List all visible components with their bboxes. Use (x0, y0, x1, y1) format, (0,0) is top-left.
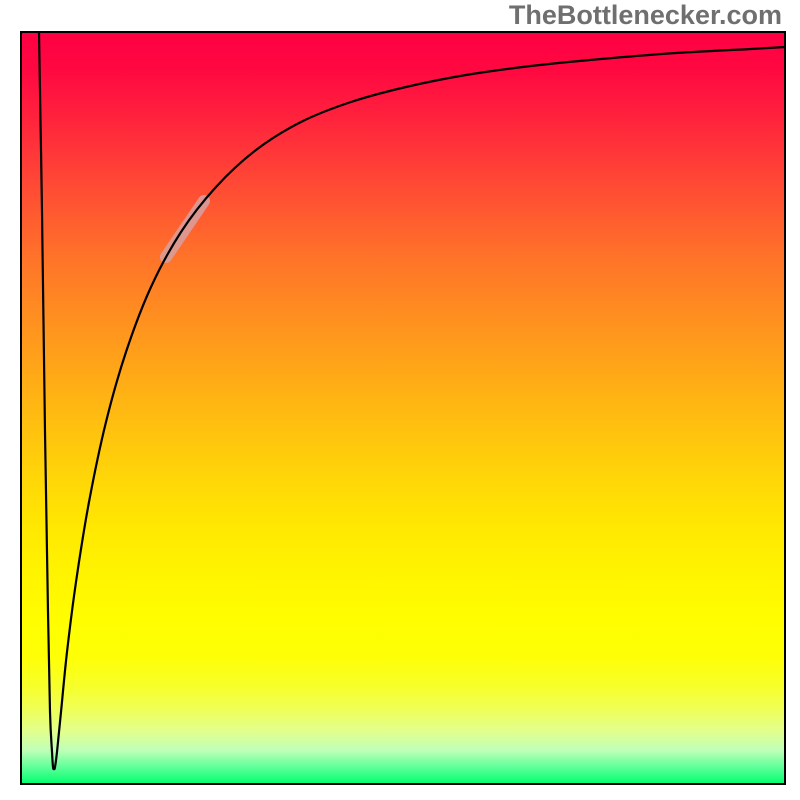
plot-area (21, 32, 785, 784)
heat-gradient-fill (21, 32, 785, 784)
chart-container: TheBottlenecker.com (0, 0, 800, 800)
bottleneck-chart (0, 0, 800, 800)
